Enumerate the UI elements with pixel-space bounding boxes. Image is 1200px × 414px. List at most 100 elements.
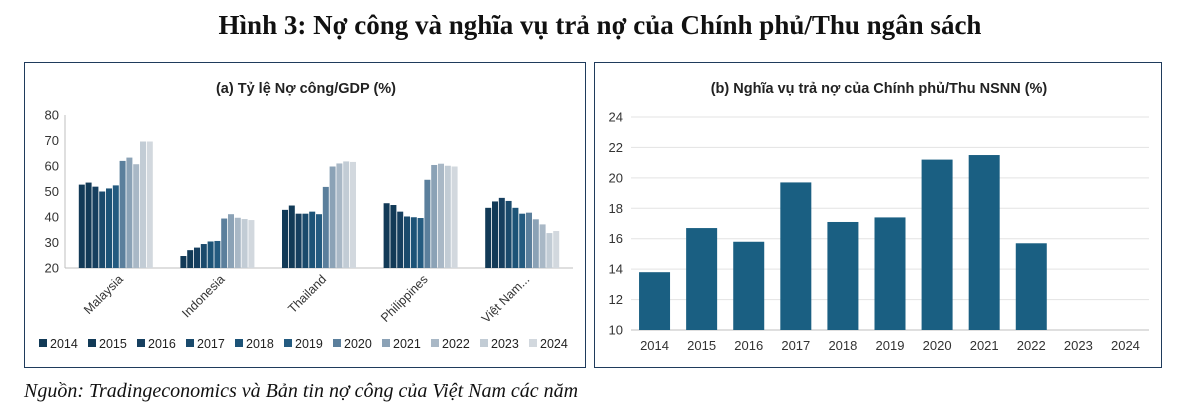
bar-2022	[539, 224, 546, 268]
bar-2024	[553, 231, 560, 268]
y-tick-label: 80	[45, 108, 59, 123]
bar-2019	[417, 218, 424, 268]
bar-2020	[921, 159, 953, 330]
bar-2014	[180, 256, 187, 268]
legend-label: 2017	[197, 337, 225, 351]
bar-2021	[228, 214, 234, 268]
bar-2018	[827, 221, 859, 330]
legend-swatch	[382, 339, 390, 347]
bar-2020	[322, 186, 329, 268]
legend-label: 2020	[344, 337, 372, 351]
bar-2023	[241, 219, 248, 268]
legend-label: 2019	[295, 337, 323, 351]
x-category-label: Malaysia	[81, 272, 126, 317]
bar-2016	[733, 241, 765, 330]
y-tick-label: 30	[45, 235, 59, 250]
x-category-label: Thailand	[285, 272, 329, 316]
bar-2019	[112, 185, 119, 268]
legend-label: 2022	[442, 337, 470, 351]
bar-2017	[505, 200, 512, 268]
y-tick-label: 20	[45, 261, 59, 276]
bar-2016	[397, 211, 404, 268]
legend-swatch	[137, 339, 145, 347]
bar-2022	[438, 163, 444, 268]
bar-2014	[78, 184, 85, 268]
bar-2020	[424, 179, 431, 268]
bar-2019	[316, 214, 322, 268]
x-tick-label: 2021	[970, 338, 999, 353]
chart-panel-public-debt: (a) Tỷ lệ Nợ công/GDP (%) 20 30 40 50 60 70 80 M…	[24, 62, 586, 368]
bar-2024	[451, 166, 458, 268]
x-tick-label: 2017	[781, 338, 810, 353]
legend-swatch	[480, 339, 488, 347]
legend-swatch	[284, 339, 292, 347]
y-tick-label: 14	[609, 262, 623, 277]
bar-2018	[309, 211, 316, 268]
legend-label: 2014	[50, 337, 78, 351]
bar-2018	[410, 217, 417, 268]
legend-label: 2018	[246, 337, 274, 351]
bar-2017	[99, 191, 106, 268]
bar-2021	[431, 164, 438, 268]
bar-2019	[214, 240, 221, 268]
bar-2016	[92, 186, 99, 268]
legend-swatch	[235, 339, 243, 347]
legend-swatch	[186, 339, 194, 347]
bar-2022	[234, 217, 241, 268]
bar-2015	[288, 205, 295, 268]
bar-2022	[1015, 243, 1047, 330]
bar-2020	[221, 218, 228, 268]
bar-2018	[106, 188, 112, 268]
y-tick-label: 10	[609, 323, 623, 338]
x-category-label: Indonesia	[179, 272, 227, 320]
bar-2018	[512, 207, 519, 268]
bar-2018	[207, 241, 214, 268]
bar-2022	[133, 164, 140, 268]
y-tick-label: 60	[45, 159, 59, 174]
legend-swatch	[529, 339, 537, 347]
y-tick-label: 40	[45, 210, 59, 225]
legend-swatch	[333, 339, 341, 347]
chart-panel-debt-service: (b) Nghĩa vụ trả nợ của Chính phủ/Thu NS…	[594, 62, 1162, 368]
legend-label: 2016	[148, 337, 176, 351]
x-category-label: Việt Nam...	[479, 272, 532, 325]
legend-label: 2023	[491, 337, 519, 351]
y-tick-label: 20	[609, 170, 623, 185]
x-category-label: Philippines	[378, 272, 431, 325]
legend-label: 2021	[393, 337, 421, 351]
bar-2019	[874, 217, 906, 330]
bar-2017	[302, 213, 309, 268]
x-tick-label: 2020	[923, 338, 952, 353]
bar-2023	[444, 165, 451, 268]
y-tick-label: 16	[609, 231, 623, 246]
bar-2015	[390, 205, 397, 268]
bar-2024	[146, 141, 153, 268]
bar-2023	[546, 233, 553, 268]
x-tick-label: 2016	[734, 338, 763, 353]
bar-2019	[519, 213, 526, 268]
legend-swatch	[88, 339, 96, 347]
bar-2023	[140, 141, 146, 268]
legend-swatch	[39, 339, 47, 347]
y-tick-label: 50	[45, 184, 59, 199]
chart-title: (a) Tỷ lệ Nợ công/GDP (%)	[216, 81, 396, 97]
y-tick-label: 24	[609, 110, 623, 125]
bar-2022	[336, 163, 343, 268]
bar-2016	[194, 247, 200, 268]
bar-2016	[498, 197, 505, 268]
public-debt-chart: (a) Tỷ lệ Nợ công/GDP (%) 20 30 40 50 60 70 80 M…	[39, 81, 573, 351]
x-tick-label: 2015	[687, 338, 716, 353]
bar-2015	[187, 250, 194, 268]
bar-2020	[526, 212, 532, 268]
y-tick-label: 22	[609, 140, 623, 155]
bar-2014	[639, 272, 671, 330]
y-tick-label: 70	[45, 133, 59, 148]
bar-2015	[686, 228, 718, 330]
bar-2015	[85, 182, 92, 268]
bar-2021	[329, 166, 336, 268]
bar-2015	[492, 201, 498, 268]
chart-title: (b) Nghĩa vụ trả nợ của Chính phủ/Thu NS…	[711, 81, 1048, 97]
bar-2021	[126, 157, 133, 268]
legend-swatch	[431, 339, 439, 347]
bar-2017	[404, 216, 410, 268]
